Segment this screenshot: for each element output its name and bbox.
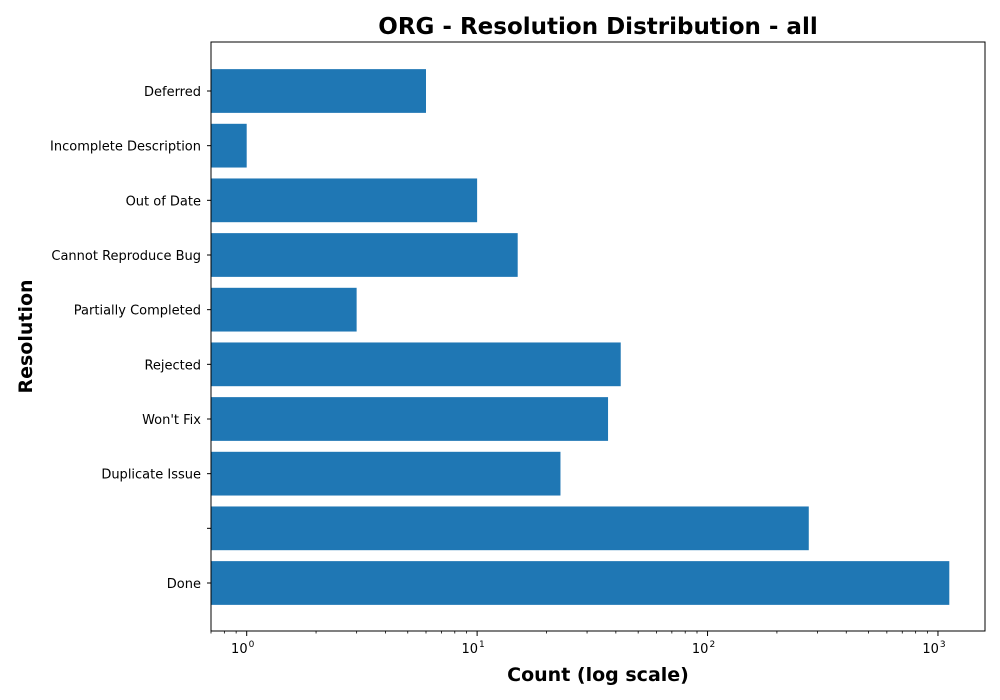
y-tick-label: Out of Date [126, 194, 201, 209]
y-tick-label: Done [167, 577, 201, 592]
x-tick-label: 100 [231, 640, 255, 657]
bar-deferred [211, 69, 426, 113]
bar-blank [211, 506, 809, 551]
y-tick-label: Duplicate Issue [101, 468, 201, 483]
bar-incomplete-description [211, 123, 247, 168]
x-axis: 100 101 102 103 [210, 631, 946, 657]
y-tick-label: Rejected [144, 358, 201, 373]
y-tick-label: Incomplete Description [50, 140, 201, 155]
bar-won-t-fix [211, 397, 609, 441]
bars-layer [211, 69, 950, 605]
plot-frame [210, 41, 986, 632]
x-axis-label: Count (log scale) [507, 664, 689, 686]
bar-partially-completed [211, 287, 357, 332]
y-axis: Done Duplicate Issue Won't Fix Rejected Part… [50, 85, 211, 592]
bar-duplicate-issue [211, 451, 561, 496]
bar-out-of-date [211, 178, 478, 223]
bar-done [211, 561, 950, 605]
y-tick-label: Won't Fix [142, 413, 201, 428]
bar-cannot-reproduce-bug [211, 233, 518, 277]
y-axis-label: Resolution [15, 279, 37, 393]
y-tick-label: Deferred [144, 85, 201, 100]
y-tick-label: Partially Completed [74, 304, 201, 319]
y-tick-label: Cannot Reproduce Bug [51, 249, 201, 264]
x-tick-label: 103 [922, 640, 945, 657]
x-tick-label: 102 [692, 640, 715, 657]
chart-title: ORG - Resolution Distribution - all [378, 14, 817, 40]
x-tick-label: 101 [461, 640, 484, 657]
bar-rejected [211, 342, 621, 387]
